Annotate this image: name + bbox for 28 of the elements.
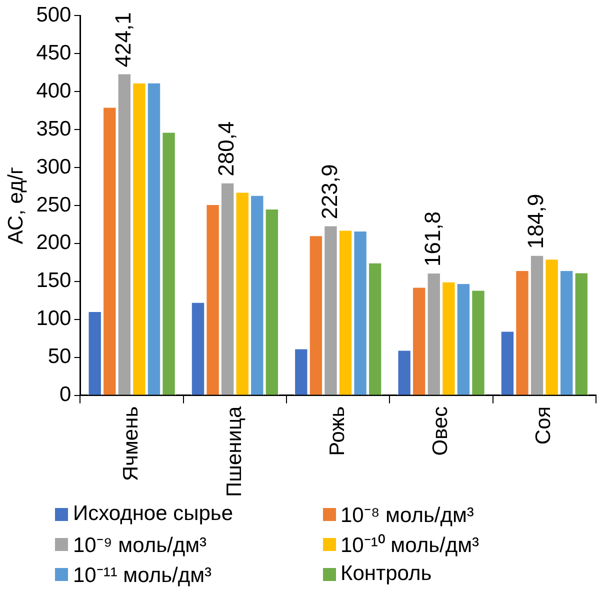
legend-label: 10⁻¹⁰ моль/дм³ <box>340 533 480 558</box>
y-tick-label: 100 <box>36 307 72 330</box>
y-tick-label: 450 <box>36 41 72 64</box>
data-label: 280,4 <box>214 121 239 176</box>
y-tick-label: 250 <box>36 193 72 216</box>
x-tick-label: Ячмень <box>120 406 143 482</box>
legend-label: Исходное сырье <box>73 502 234 526</box>
x-tick-label: Пшеница <box>222 406 246 497</box>
data-label: 161,8 <box>420 211 445 266</box>
y-tick-label: 0 <box>60 383 72 406</box>
y-tick-label: 350 <box>36 117 72 140</box>
y-axis-title: АС, ед/г <box>4 166 28 244</box>
legend-label: Контроль <box>340 562 432 586</box>
legend-label: 10⁻⁸ моль/дм³ <box>340 503 474 528</box>
y-tick-label: 50 <box>48 345 72 368</box>
data-label: 424,1 <box>110 12 136 68</box>
y-tick-label: 300 <box>36 155 72 178</box>
x-tick-label: Овес <box>429 406 452 456</box>
x-tick-label: Соя <box>532 406 556 445</box>
y-tick-label: 500 <box>36 3 72 26</box>
y-tick-label: 400 <box>36 79 72 102</box>
data-label: 184,9 <box>523 194 548 249</box>
legend-label: 10⁻¹¹ моль/дм³ <box>73 563 212 588</box>
x-tick-label: Рожь <box>326 406 349 456</box>
data-label: 223,9 <box>316 164 342 220</box>
y-tick-label: 200 <box>36 231 72 254</box>
y-tick-label: 150 <box>36 269 72 292</box>
legend-label: 10⁻⁹ моль/дм³ <box>73 533 207 558</box>
